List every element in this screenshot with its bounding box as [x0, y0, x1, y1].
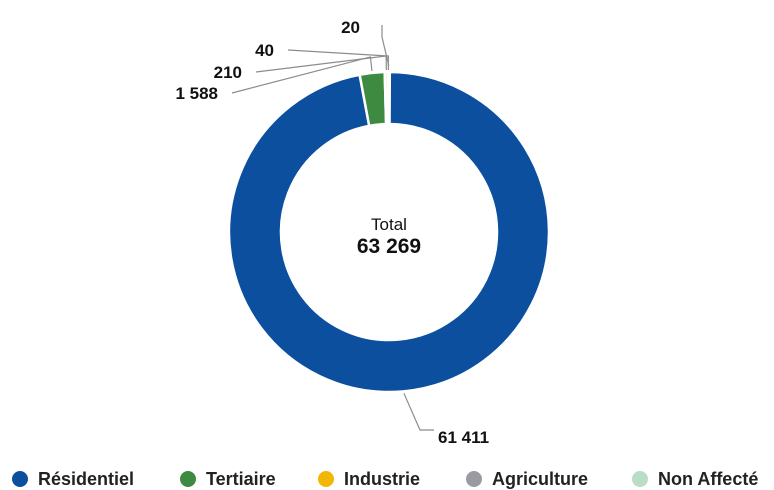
legend-label: Tertiaire — [206, 468, 276, 489]
donut-chart: 61 411 1 588 210 40 20 Total 63 269 — [175, 18, 551, 447]
legend-swatch — [180, 471, 196, 487]
data-label-tertiaire: 1 588 — [175, 84, 218, 103]
center-total-label: Total — [371, 215, 407, 234]
data-label-non-affecte: 20 — [341, 18, 360, 37]
legend-item-residentiel[interactable]: Résidentiel — [12, 468, 134, 490]
label-leader-lines — [231, 25, 434, 431]
donut-slices — [227, 70, 551, 394]
legend: Résidentiel Tertiaire Industrie Agriculture… — [0, 468, 774, 490]
data-label-agriculture: 40 — [255, 41, 274, 60]
leader-line-residentiel — [403, 393, 434, 431]
legend-label: Résidentiel — [38, 468, 135, 489]
data-label-industrie: 210 — [214, 63, 242, 82]
leader-line-tertiaire — [231, 56, 373, 94]
data-labels: 61 411 1 588 210 40 20 — [175, 18, 489, 447]
legend-item-industrie[interactable]: Industrie — [318, 468, 420, 490]
legend-swatch — [318, 471, 334, 487]
legend-item-non-affecte[interactable]: Non Affecté — [632, 468, 758, 490]
legend-label: Agriculture — [492, 468, 589, 489]
legend-swatch — [466, 471, 482, 487]
data-label-residentiel: 61 411 — [438, 428, 489, 447]
slice-residentiel — [227, 70, 551, 394]
leader-line-agriculture — [287, 49, 389, 71]
slice-non-affecte — [386, 70, 392, 126]
legend-label: Industrie — [344, 468, 421, 489]
center-total-value: 63 269 — [357, 235, 421, 258]
legend-item-agriculture[interactable]: Agriculture — [466, 468, 588, 490]
legend-swatch — [632, 471, 648, 487]
legend-item-tertiaire[interactable]: Tertiaire — [180, 468, 276, 490]
legend-label: Non Affecté — [658, 468, 759, 489]
legend-swatch — [12, 471, 28, 487]
leader-line-non-affecte — [381, 25, 390, 67]
